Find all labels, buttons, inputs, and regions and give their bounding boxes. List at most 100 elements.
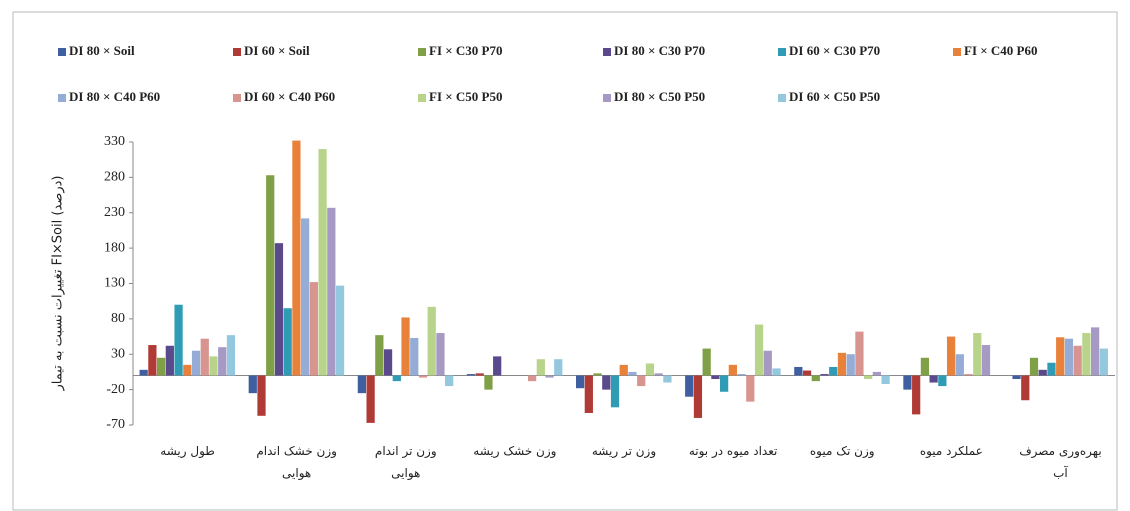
x-tick-label: تعداد میوه در بوته: [688, 444, 778, 458]
y-tick-label: 130: [104, 276, 125, 291]
bar: [619, 364, 628, 376]
bar: [226, 335, 236, 376]
y-tick-label: 280: [104, 170, 125, 185]
bar: [392, 375, 401, 382]
bar: [484, 375, 493, 390]
x-tick-label: بهره‌وری مصرف آب: [1019, 444, 1102, 480]
bar: [366, 375, 375, 423]
bar: [663, 375, 672, 383]
bar: [1090, 327, 1100, 376]
legend-swatch: [778, 94, 786, 102]
legend-label: DI 80 × Soil: [69, 43, 135, 58]
bar: [1073, 345, 1082, 376]
bar: [820, 374, 829, 376]
legend-label: DI 60 × C30 P70: [789, 43, 880, 58]
legend-label: DI 60 × C50 P50: [789, 89, 880, 104]
bar: [693, 375, 703, 418]
x-tick-label: طول ریشه: [160, 444, 215, 458]
bar: [174, 304, 183, 376]
x-tick-label: وزن تر ریشه: [591, 444, 657, 458]
legend-swatch: [953, 48, 961, 56]
bar: [1056, 337, 1065, 376]
bar: [410, 337, 419, 376]
legend-swatch: [58, 94, 66, 102]
bar: [475, 373, 484, 376]
bar: [445, 375, 454, 387]
bar: [418, 375, 428, 378]
bar: [1099, 348, 1108, 376]
legend-label: FI × C30 P70: [429, 43, 503, 58]
legend-label: FI × C50 P50: [429, 89, 503, 104]
legend-label: DI 80 × C40 P60: [69, 89, 160, 104]
bar: [218, 347, 227, 376]
bar: [1064, 338, 1074, 376]
bar: [248, 375, 257, 394]
legend-swatch: [778, 48, 786, 56]
bar: [593, 373, 602, 376]
bar: [846, 354, 855, 376]
bar: [654, 373, 663, 376]
bar: [584, 375, 593, 413]
bar: [610, 375, 620, 408]
bar: [1047, 362, 1056, 376]
x-tick-label: وزن خشک اندام هوایی: [256, 444, 337, 480]
bar: [685, 375, 694, 397]
bar: [645, 363, 655, 376]
bar: [929, 375, 938, 383]
y-tick-label: 30: [111, 346, 125, 361]
bar: [1029, 357, 1039, 376]
bar: [920, 357, 930, 376]
bar: [375, 335, 384, 376]
y-axis-label: تغییرات نسبت به تیمار FI×Soil (درصد): [51, 176, 66, 392]
bar: [737, 374, 746, 376]
bar: [720, 375, 729, 392]
bar: [383, 349, 393, 376]
bar: [763, 350, 772, 376]
bar: [602, 375, 611, 390]
legend-swatch: [233, 48, 241, 56]
bar: [946, 336, 956, 376]
y-tick-label: 230: [104, 205, 125, 220]
bar: [554, 359, 563, 376]
bar: [1082, 333, 1091, 376]
bar: [1012, 375, 1021, 380]
bar: [274, 243, 284, 376]
legend-swatch: [233, 94, 241, 102]
bar: [1038, 369, 1047, 376]
x-tick-label: عملکرد میوه: [919, 444, 983, 458]
x-tick-label: وزن تر اندام هوایی: [374, 444, 437, 480]
bar: [575, 375, 585, 389]
bar: [1021, 375, 1030, 401]
bar: [200, 338, 209, 376]
bar: [527, 375, 537, 382]
bar: [955, 354, 964, 376]
bar: [139, 369, 148, 376]
bar: [318, 149, 327, 376]
bar: [728, 364, 737, 376]
bar: [903, 375, 912, 390]
bar: [191, 350, 201, 376]
bar: [327, 207, 336, 376]
legend-swatch: [58, 48, 66, 56]
bar: [165, 345, 174, 376]
legend-label: DI 80 × C30 P70: [614, 43, 705, 58]
bar: [938, 375, 947, 387]
y-tick-label: 180: [104, 240, 125, 255]
x-tick-label: وزن تک میوه: [809, 444, 875, 458]
bar: [964, 374, 973, 376]
bar: [301, 218, 310, 376]
legend-swatch: [418, 94, 426, 102]
bar: [981, 345, 991, 376]
bar: [401, 317, 410, 376]
bar: [912, 375, 921, 415]
y-tick-label: -20: [106, 382, 125, 397]
bar: [711, 375, 720, 380]
bar: [872, 371, 882, 376]
bar: [536, 359, 545, 376]
legend-swatch: [603, 94, 611, 102]
bar: [855, 331, 864, 376]
bar: [864, 375, 873, 380]
bar: [427, 306, 436, 376]
